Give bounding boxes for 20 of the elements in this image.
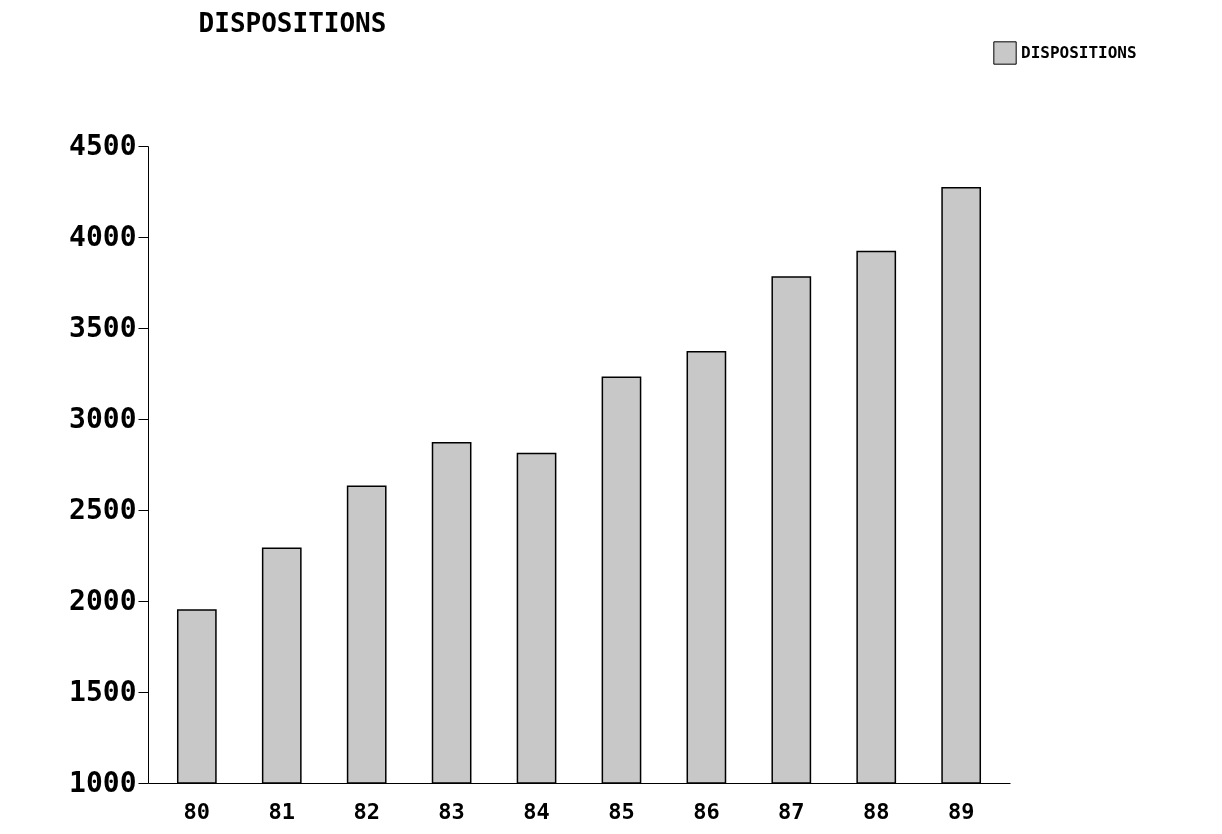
y-tick-label: 2000 [69,583,137,617]
x-tick-label: 86 [693,798,720,824]
x-tick-label: 85 [608,798,635,824]
x-tick-label: 81 [268,798,296,824]
x-tick-label: 84 [523,798,550,824]
y-tick-label: 3500 [69,310,137,344]
y-tick-label: 1500 [69,674,137,708]
x-tick-label: 82 [353,798,380,824]
y-tick-label: 3000 [69,401,137,435]
x-tick-label: 83 [438,798,465,824]
x-tick-label: 89 [947,798,975,824]
y-tick-label: 1000 [69,765,137,799]
x-tick-label: 87 [778,798,805,824]
chart-title: DISPOSITIONS [198,8,387,38]
x-tick-label: 88 [862,798,890,824]
y-tick-label: 2500 [69,492,137,526]
y-tick-label: 4500 [69,128,137,162]
x-tick-label: 80 [183,798,211,824]
legend-label: DISPOSITIONS [1021,43,1137,62]
y-tick-label: 4000 [69,219,137,253]
